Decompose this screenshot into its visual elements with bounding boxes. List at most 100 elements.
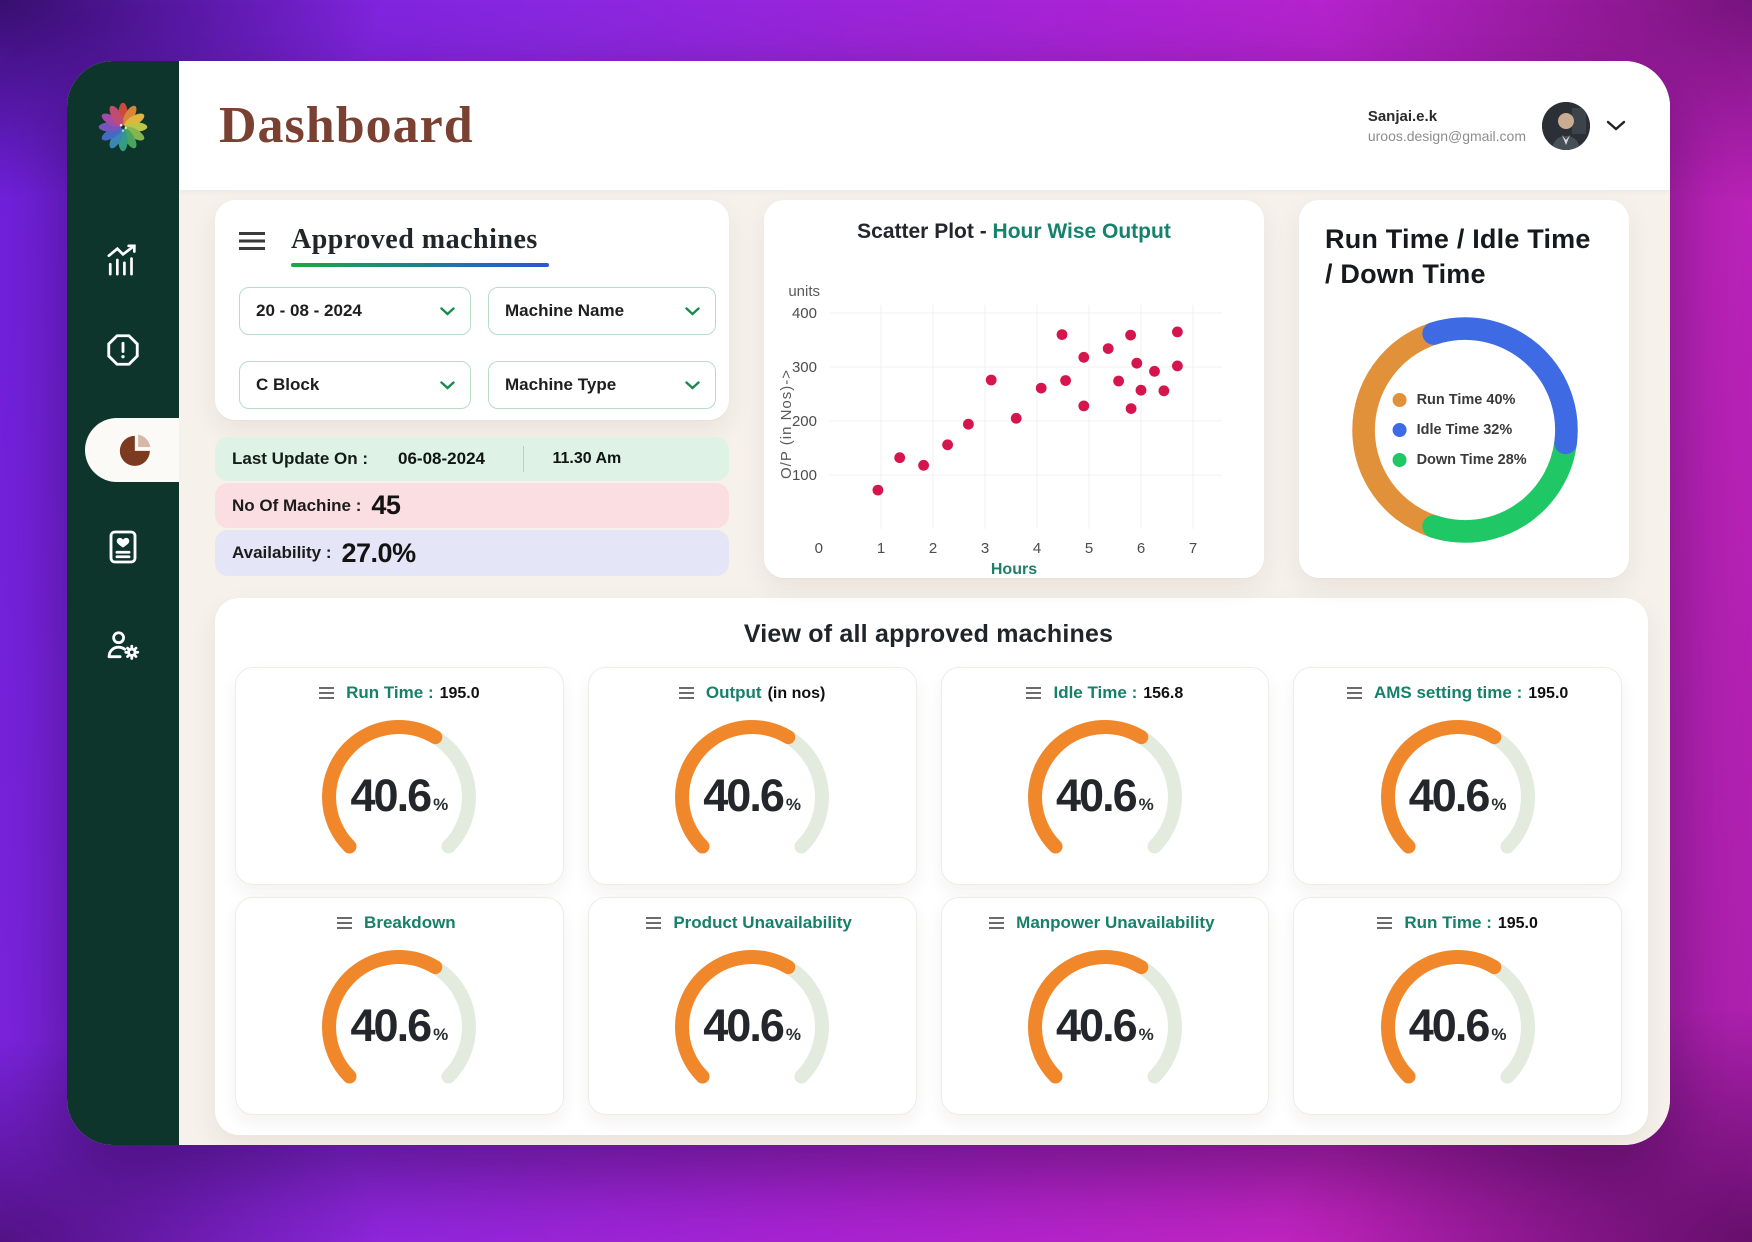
gauge: 40.6% — [1005, 937, 1205, 1103]
gauge-title-value: (in nos) — [767, 685, 826, 702]
title-underline — [291, 263, 549, 267]
sidebar-item-alerts[interactable] — [67, 318, 179, 382]
card-menu-icon[interactable] — [989, 917, 1005, 929]
block-dropdown-value: C Block — [256, 375, 320, 394]
gauge-percent-sign: % — [433, 795, 449, 814]
scatter-point — [872, 484, 884, 496]
machine-type-dropdown[interactable]: Machine Type — [488, 361, 716, 409]
user-menu-chevron[interactable] — [1606, 120, 1626, 131]
machine-name-dropdown[interactable]: Machine Name — [488, 287, 716, 335]
scatter-point — [1125, 329, 1136, 341]
gauge-arc-chart — [322, 720, 477, 854]
card-menu-icon[interactable] — [1026, 687, 1042, 699]
scatter-point — [1172, 360, 1183, 372]
gauge-title-value: 195.0 — [439, 685, 480, 702]
gauge-value: 40.6% — [652, 1003, 852, 1048]
last-update-chip: Last Update On : 06-08-2024 11.30 Am — [215, 437, 729, 481]
gauge-percent-sign: % — [1491, 1025, 1507, 1044]
gauge-value: 40.6% — [299, 773, 499, 818]
gauge-value: 40.6% — [299, 1003, 499, 1048]
user-text: Sanjai.e.k uroos.design@gmail.com — [1368, 108, 1526, 144]
user-box[interactable]: Sanjai.e.k uroos.design@gmail.com — [1368, 101, 1626, 150]
user-gear-icon — [107, 631, 140, 660]
gauge-percent-sign: % — [433, 1025, 449, 1044]
scatter-point — [1172, 326, 1183, 338]
x-tick-label: 2 — [929, 540, 937, 557]
machine-count-label: No Of Machine : — [232, 495, 362, 515]
x-tick-label: 0 — [815, 540, 823, 557]
card-menu-icon[interactable] — [678, 687, 694, 699]
gauge-percent: 40.6 — [1408, 770, 1491, 821]
sidebar-item-dashboard-active[interactable] — [85, 418, 179, 482]
donut-card: Run Time / Idle Time / Down Time Run Tim… — [1299, 200, 1629, 578]
gauge-percent-sign: % — [1138, 795, 1154, 814]
dashboard-content: Approved machines 20 - 08 - 2024 Machine… — [179, 190, 1670, 1145]
report-book-icon — [109, 530, 137, 564]
chevron-down-icon — [685, 306, 700, 316]
pie-chart-icon — [119, 434, 151, 466]
machine-type-value: Machine Type — [505, 375, 617, 394]
gauge-title-label: Manpower Unavailability — [1016, 913, 1215, 932]
scatter-point — [963, 418, 974, 430]
scatter-title-accent: Hour Wise Output — [992, 220, 1171, 243]
brand-logo — [95, 99, 151, 155]
gauge-arc-chart — [675, 720, 830, 854]
avatar[interactable] — [1542, 101, 1590, 150]
gauge-title-label: Output — [705, 683, 762, 702]
scatter-units-label: units — [788, 283, 820, 300]
gauge-percent: 40.6 — [703, 770, 785, 821]
scatter-point — [1010, 412, 1022, 424]
gauge-value: 40.6% — [652, 773, 852, 818]
machine-count-chip: No Of Machine : 45 — [215, 483, 729, 528]
card-menu-icon[interactable] — [319, 687, 335, 699]
scatter-point — [1056, 329, 1068, 340]
sidebar-item-analytics[interactable] — [67, 228, 179, 292]
gauge-percent-sign: % — [785, 1025, 801, 1044]
gauge-arc-chart — [1027, 720, 1182, 854]
gauge-card-title: AMS setting time : 195.0 — [1374, 683, 1568, 703]
gauge: 40.6% — [299, 937, 499, 1103]
scatter-point — [1035, 382, 1047, 394]
card-menu-icon[interactable] — [337, 917, 353, 929]
alert-octagon-icon — [107, 334, 139, 366]
date-dropdown[interactable]: 20 - 08 - 2024 — [239, 287, 471, 335]
scatter-point — [1131, 357, 1143, 369]
gauge-percent-sign: % — [785, 795, 801, 814]
gauge-card: Breakdown 40.6% — [235, 897, 564, 1115]
gauge-title-value: 195.0 — [1497, 915, 1538, 932]
hamburger-menu-icon[interactable] — [239, 232, 265, 250]
card-menu-icon[interactable] — [646, 917, 662, 929]
page-title: Dashboard — [219, 97, 474, 154]
card-menu-icon[interactable] — [1346, 687, 1362, 699]
gauge-value: 40.6% — [1005, 773, 1205, 818]
donut-segment-idle-time — [1352, 317, 1578, 543]
gauge: 40.6% — [299, 707, 499, 873]
x-tick-label: 5 — [1085, 540, 1093, 557]
gauge-card-title: Run Time : 195.0 — [346, 683, 480, 703]
divider — [522, 446, 525, 472]
gauge-percent: 40.6 — [1056, 770, 1138, 821]
chevron-down-icon — [685, 380, 700, 390]
donut-legend: Run Time 40% Idle Time 32% Down Time 28% — [1392, 392, 1527, 468]
scatter-point — [1078, 351, 1090, 363]
block-dropdown[interactable]: C Block — [239, 361, 471, 409]
sidebar — [67, 61, 179, 1145]
scatter-point — [894, 452, 906, 464]
availability-chip: Availability : 27.0% — [215, 530, 729, 576]
gauge-title-label: Breakdown — [364, 913, 456, 932]
topbar: Dashboard Sanjai.e.k uroos.design@gmail.… — [179, 61, 1670, 190]
scatter-card: Scatter Plot - Hour Wise Output 0 1 2 3 4 5 6 7… — [764, 200, 1264, 578]
gauge-percent: 40.6 — [1408, 1000, 1491, 1051]
x-tick-label: 4 — [1033, 540, 1041, 557]
main-area: Dashboard Sanjai.e.k uroos.design@gmail.… — [179, 61, 1670, 1145]
analytics-icon — [107, 244, 136, 276]
sidebar-item-user-settings[interactable] — [67, 613, 179, 677]
user-email: uroos.design@gmail.com — [1367, 127, 1526, 144]
gauge-title-value: 195.0 — [1528, 685, 1569, 702]
availability-label: Availability : — [232, 543, 332, 562]
gauge-card: Product Unavailability 40.6% — [587, 897, 917, 1115]
sidebar-item-reports[interactable] — [67, 515, 179, 579]
gauge-percent-sign: % — [1138, 1025, 1154, 1044]
card-menu-icon[interactable] — [1377, 917, 1393, 929]
chevron-down-icon — [440, 380, 455, 390]
